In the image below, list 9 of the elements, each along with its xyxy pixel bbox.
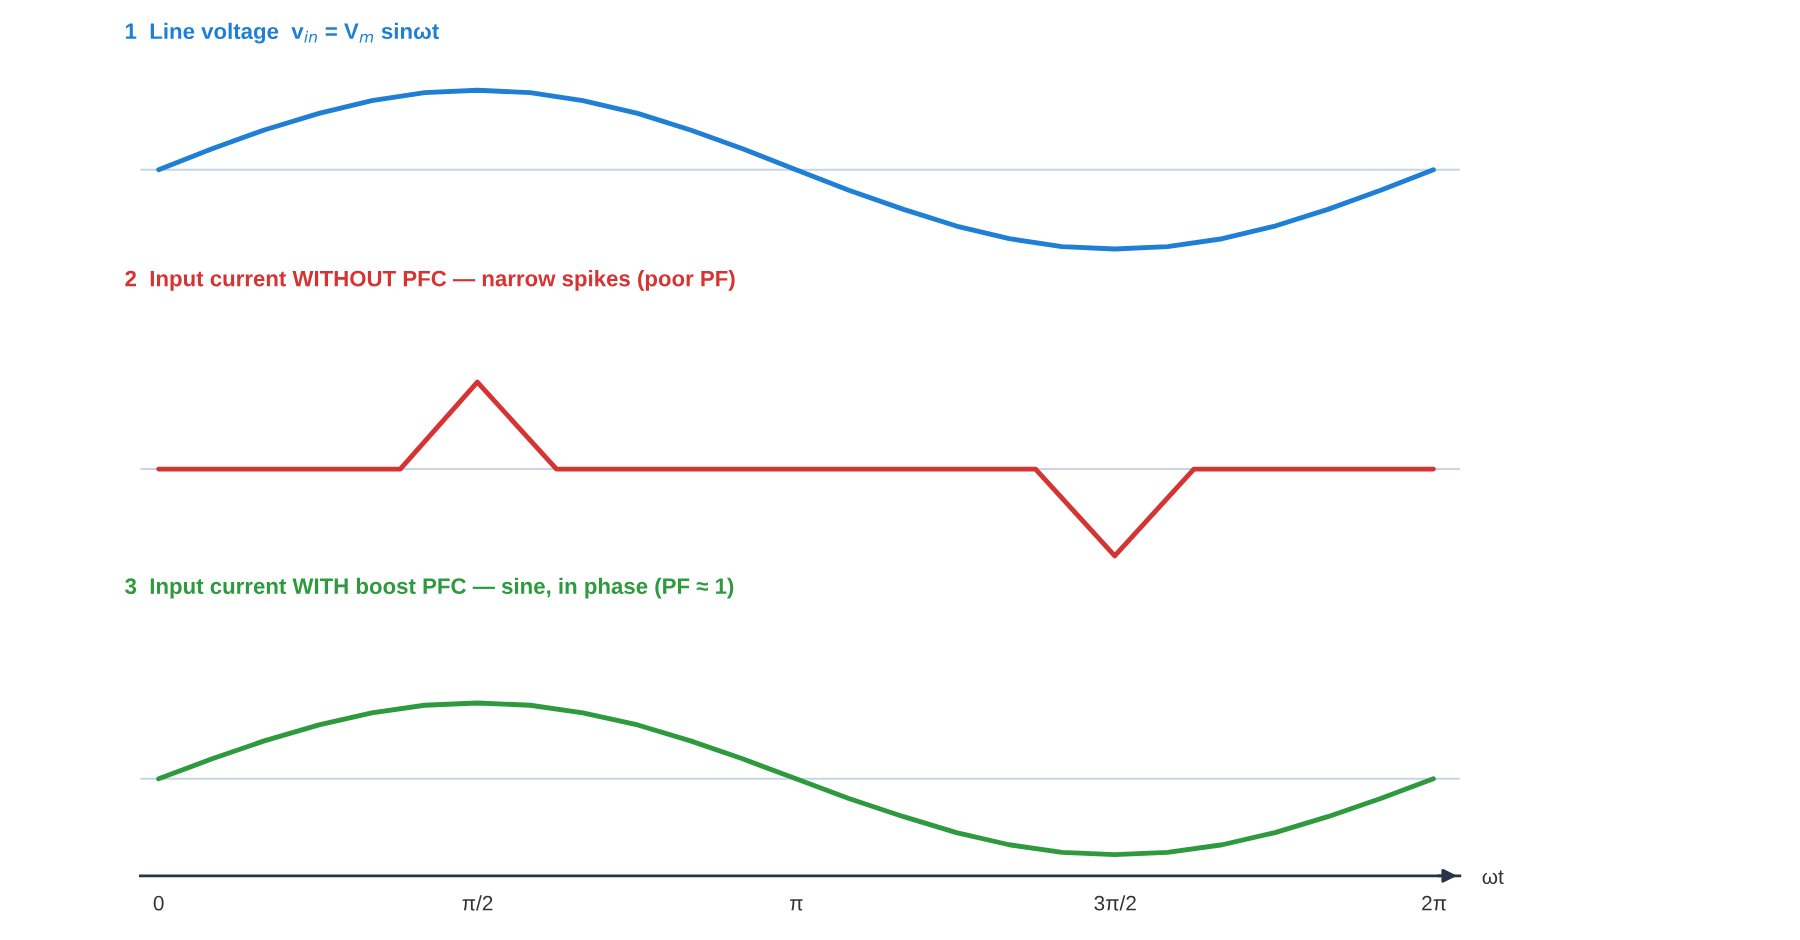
x-tick-label: π/2 xyxy=(462,895,493,911)
x-tick-label: 3π/2 xyxy=(1094,895,1136,911)
chart-title: 1 Line voltage v$_{in}$ = V$_{m}$ sinωt xyxy=(125,22,439,44)
chart-title: 2 Input current WITHOUT PFC — narrow spikes (poor PF) xyxy=(125,270,735,291)
chart-title: 3 Input current WITH boost PFC — sine, in phase (PF ≈ 1) xyxy=(125,577,734,599)
x-tick-label: 2π xyxy=(1422,895,1447,911)
x-axis-title: ωt xyxy=(1482,870,1504,885)
x-tick-label: π xyxy=(789,899,803,911)
x-tick-label: 0 xyxy=(153,895,164,911)
